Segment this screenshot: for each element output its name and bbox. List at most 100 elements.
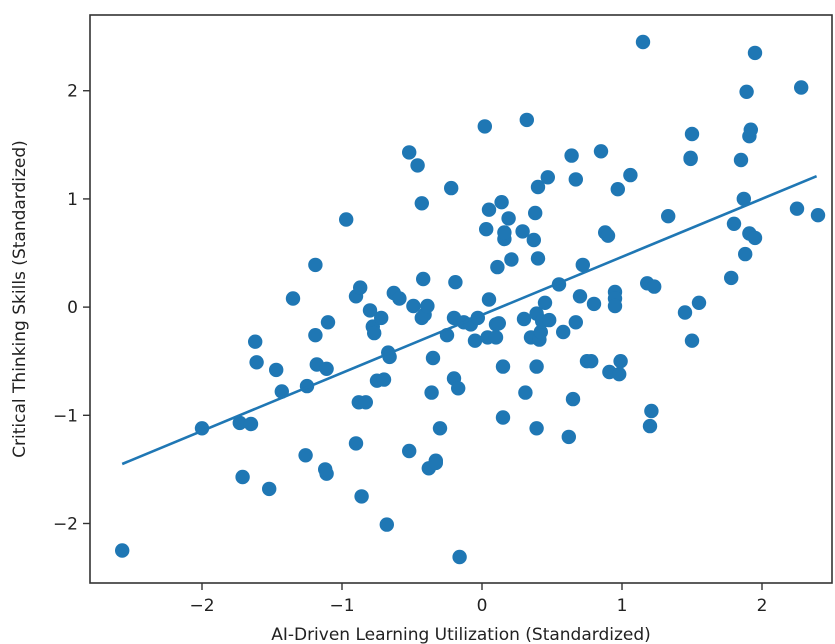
data-point [339, 212, 354, 227]
data-point [495, 410, 511, 425]
data-point [501, 211, 516, 226]
data-point [451, 381, 466, 396]
data-point [529, 421, 544, 436]
data-point [420, 298, 435, 314]
data-point [402, 145, 417, 160]
data-point [428, 455, 443, 471]
x-tick-label: −2 [189, 596, 214, 616]
data-point [308, 257, 323, 273]
data-point [810, 208, 826, 223]
y-axis-label: Critical Thinking Skills (Standardized) [10, 140, 30, 458]
data-point [519, 112, 534, 128]
data-point [298, 448, 313, 463]
y-tick-label: 0 [67, 298, 78, 318]
data-point [490, 259, 505, 275]
data-point [379, 517, 394, 532]
data-point [285, 291, 301, 306]
data-point [432, 421, 448, 436]
data-point [526, 232, 541, 248]
data-point [537, 295, 553, 310]
data-point [491, 316, 506, 331]
y-tick-label: 1 [67, 190, 78, 210]
data-point [494, 195, 509, 210]
data-point [235, 469, 250, 485]
x-axis-label: AI-Driven Learning Utilization (Standard… [271, 625, 651, 644]
data-point [452, 549, 467, 565]
data-point [248, 334, 263, 349]
data-point [406, 298, 421, 314]
data-point [497, 225, 512, 240]
data-point [249, 355, 264, 370]
data-point [584, 354, 599, 369]
data-point [115, 543, 130, 558]
data-point [586, 296, 602, 312]
x-tick-label: 0 [477, 596, 488, 616]
data-point [308, 328, 323, 343]
regression-line [121, 175, 818, 466]
data-point [410, 158, 425, 173]
data-point [425, 350, 441, 366]
data-point [529, 359, 544, 374]
data-point [424, 385, 439, 400]
data-point [448, 275, 463, 290]
x-tick-label: 2 [757, 596, 768, 616]
data-point [232, 415, 247, 431]
x-tick-label: 1 [617, 596, 628, 616]
data-point [416, 271, 431, 287]
y-tick-label: −2 [53, 514, 78, 534]
data-point [561, 429, 576, 445]
plot-frame [89, 14, 833, 584]
data-point [726, 216, 742, 231]
data-point [479, 222, 494, 237]
data-point [607, 298, 623, 314]
data-point [269, 362, 284, 378]
data-point [612, 367, 627, 382]
data-point [444, 180, 459, 196]
data-point [488, 330, 504, 345]
data-point [623, 167, 638, 183]
data-point [354, 489, 369, 504]
data-point [533, 324, 548, 340]
data-point [481, 202, 497, 217]
data-point [647, 279, 662, 294]
data-point [564, 148, 579, 163]
data-point [739, 84, 754, 100]
data-point [402, 443, 417, 459]
data-point [691, 295, 707, 310]
data-point [743, 122, 758, 137]
data-point [477, 119, 492, 134]
x-tick-label: −1 [329, 596, 354, 616]
data-point [568, 315, 583, 330]
data-point [794, 80, 809, 95]
x-axis-ticks: −2 −1 0 1 2 [189, 583, 767, 616]
data-point [556, 324, 571, 340]
data-point [738, 246, 753, 262]
data-point [362, 303, 378, 318]
data-point [613, 354, 628, 369]
data-point [684, 126, 700, 142]
y-axis-ticks: −2 −1 0 1 2 [53, 82, 90, 534]
data-point [262, 481, 277, 497]
data-point [635, 34, 651, 50]
data-point [319, 361, 334, 376]
data-point [789, 201, 805, 216]
data-point [736, 191, 751, 207]
data-point [600, 228, 616, 243]
data-point [568, 172, 583, 187]
data-point [610, 182, 625, 197]
data-point [515, 224, 530, 239]
scatter-points [115, 34, 826, 565]
regression-line-group [121, 175, 818, 466]
data-point [504, 252, 519, 267]
data-point [358, 395, 373, 410]
data-point [683, 150, 698, 165]
data-point [243, 416, 259, 432]
data-point [747, 230, 763, 246]
data-point [516, 311, 532, 327]
data-point [733, 152, 749, 168]
data-point [495, 359, 511, 374]
data-point [565, 391, 581, 407]
data-point [348, 436, 364, 451]
data-point [320, 315, 336, 330]
